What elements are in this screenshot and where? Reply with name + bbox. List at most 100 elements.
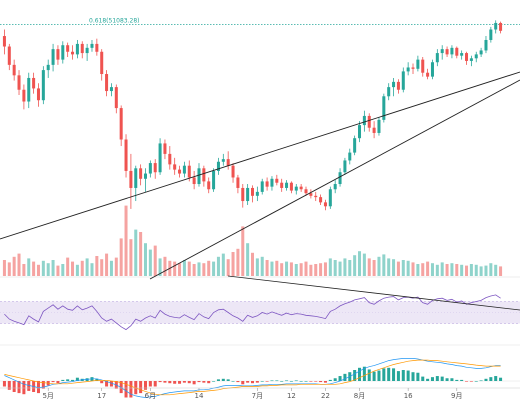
macd-histogram-bar <box>36 381 40 394</box>
candle-body <box>197 168 201 185</box>
rsi-trendline <box>227 275 520 311</box>
volume-bar <box>333 260 337 276</box>
candle-body <box>231 165 235 178</box>
candle-body <box>202 168 206 182</box>
volume-bar <box>12 256 16 276</box>
x-tick-label: 5月 <box>42 392 53 400</box>
volume-bar <box>80 260 84 276</box>
volume-bar <box>187 261 191 276</box>
volume-bar <box>280 263 284 276</box>
candle-body <box>455 47 459 56</box>
volume-bar <box>430 263 434 276</box>
candle-body <box>280 182 284 188</box>
volume-bar <box>348 260 352 276</box>
candle-body <box>319 197 323 203</box>
volume-bar <box>100 259 104 276</box>
macd-histogram-bar <box>216 379 220 381</box>
candle-body <box>100 51 104 75</box>
volume-bar <box>304 261 308 276</box>
volume-bar <box>173 261 177 276</box>
volume-bar <box>207 260 211 276</box>
volume-bar <box>358 251 362 276</box>
macd-histogram-bar <box>411 372 415 381</box>
candle-body <box>241 187 245 202</box>
volume-bar <box>450 263 454 276</box>
volume-bar <box>143 243 147 276</box>
candle-body <box>168 153 172 165</box>
macd-histogram-bar <box>51 381 55 383</box>
macd-histogram-bar <box>119 381 123 394</box>
candle-body <box>285 182 289 188</box>
volume-bar <box>134 229 138 276</box>
volume-bar <box>465 265 469 276</box>
volume-bar <box>469 264 473 276</box>
volume-bar <box>202 263 206 276</box>
volume-bar <box>22 264 26 276</box>
candle-body <box>494 22 498 30</box>
candle-body <box>396 81 400 90</box>
candle-body <box>353 138 357 153</box>
candle-body <box>32 77 36 89</box>
candle-body <box>61 45 65 60</box>
volume-bar <box>323 262 327 276</box>
price-panel <box>0 20 520 211</box>
macd-line <box>4 358 501 398</box>
volume-bar <box>221 253 225 276</box>
rsi-band <box>0 301 520 324</box>
macd-histogram-bar <box>328 379 332 381</box>
candle-body <box>440 49 444 54</box>
volume-bar <box>216 256 220 276</box>
candle-body <box>377 119 381 133</box>
volume-bar <box>56 265 60 276</box>
candle-body <box>411 67 415 69</box>
volume-bar <box>241 226 245 276</box>
candle-body <box>465 53 469 61</box>
candle-body <box>182 165 186 174</box>
candle-body <box>343 160 347 173</box>
macd-histogram-bar <box>445 378 449 381</box>
volume-bar <box>32 261 36 276</box>
candle-body <box>71 51 75 55</box>
candle-body <box>221 159 225 162</box>
volume-bar <box>362 253 366 276</box>
candle-body <box>489 29 493 40</box>
macd-histogram-bar <box>148 381 152 387</box>
candle-body <box>56 49 60 60</box>
volume-bar <box>440 262 444 276</box>
candle-body <box>275 178 279 183</box>
macd-histogram-bar <box>416 372 420 381</box>
x-tick-label: 14 <box>195 392 204 400</box>
volume-bar <box>489 263 493 276</box>
volume-bar <box>474 264 478 276</box>
macd-histogram-bar <box>173 381 177 384</box>
candle-body <box>236 177 240 188</box>
volume-bar <box>139 232 143 276</box>
macd-histogram-bar <box>270 380 274 382</box>
candle-body <box>265 181 269 187</box>
macd-histogram-bar <box>314 381 318 382</box>
candle-body <box>12 64 16 76</box>
volume-bar <box>226 259 230 276</box>
macd-histogram-bar <box>197 381 201 383</box>
macd-histogram-bar <box>163 381 167 383</box>
macd-histogram-bar <box>134 381 138 395</box>
candle-body <box>416 59 420 69</box>
candle-body <box>314 195 318 198</box>
macd-histogram-bar <box>304 381 308 382</box>
macd-histogram-bar <box>27 381 31 391</box>
candle-body <box>95 43 99 52</box>
macd-histogram-bar <box>382 368 386 381</box>
volume-bar <box>105 253 109 276</box>
candle-body <box>134 168 138 188</box>
macd-histogram-bar <box>406 370 410 381</box>
volume-bar <box>319 263 323 276</box>
candle-body <box>362 115 366 126</box>
volume-bar <box>328 258 332 276</box>
candle-body <box>474 54 478 59</box>
candle-body <box>304 189 308 194</box>
candle-body <box>367 115 371 128</box>
macd-histogram-bar <box>430 377 434 381</box>
candle-body <box>178 169 182 174</box>
macd-histogram-bar <box>484 378 488 381</box>
macd-histogram-bar <box>285 380 289 382</box>
